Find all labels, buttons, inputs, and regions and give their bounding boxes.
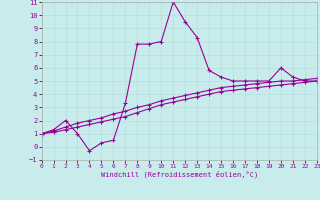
X-axis label: Windchill (Refroidissement éolien,°C): Windchill (Refroidissement éolien,°C) <box>100 171 258 178</box>
